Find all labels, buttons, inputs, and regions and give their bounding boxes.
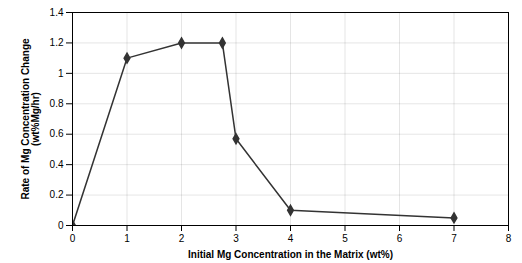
svg-text:2: 2 bbox=[179, 233, 185, 244]
svg-text:1.2: 1.2 bbox=[50, 37, 64, 48]
svg-text:0.2: 0.2 bbox=[50, 189, 64, 200]
svg-text:7: 7 bbox=[451, 233, 457, 244]
svg-text:Initial Mg Concentration in th: Initial Mg Concentration in the Matrix (… bbox=[188, 249, 393, 260]
svg-text:8: 8 bbox=[506, 233, 512, 244]
svg-text:5: 5 bbox=[342, 233, 348, 244]
svg-text:4: 4 bbox=[288, 233, 294, 244]
svg-text:0.6: 0.6 bbox=[50, 128, 64, 139]
svg-text:3: 3 bbox=[233, 233, 239, 244]
svg-text:6: 6 bbox=[397, 233, 403, 244]
svg-text:0: 0 bbox=[58, 220, 64, 231]
svg-text:1: 1 bbox=[58, 68, 64, 79]
svg-text:1.4: 1.4 bbox=[50, 7, 64, 18]
svg-text:Rate of Mg Concentration Chang: Rate of Mg Concentration Change(wt%Mg/hr… bbox=[20, 38, 41, 200]
svg-text:1: 1 bbox=[124, 233, 130, 244]
svg-text:0.4: 0.4 bbox=[50, 159, 64, 170]
svg-text:0.8: 0.8 bbox=[50, 98, 64, 109]
svg-text:0: 0 bbox=[70, 233, 76, 244]
